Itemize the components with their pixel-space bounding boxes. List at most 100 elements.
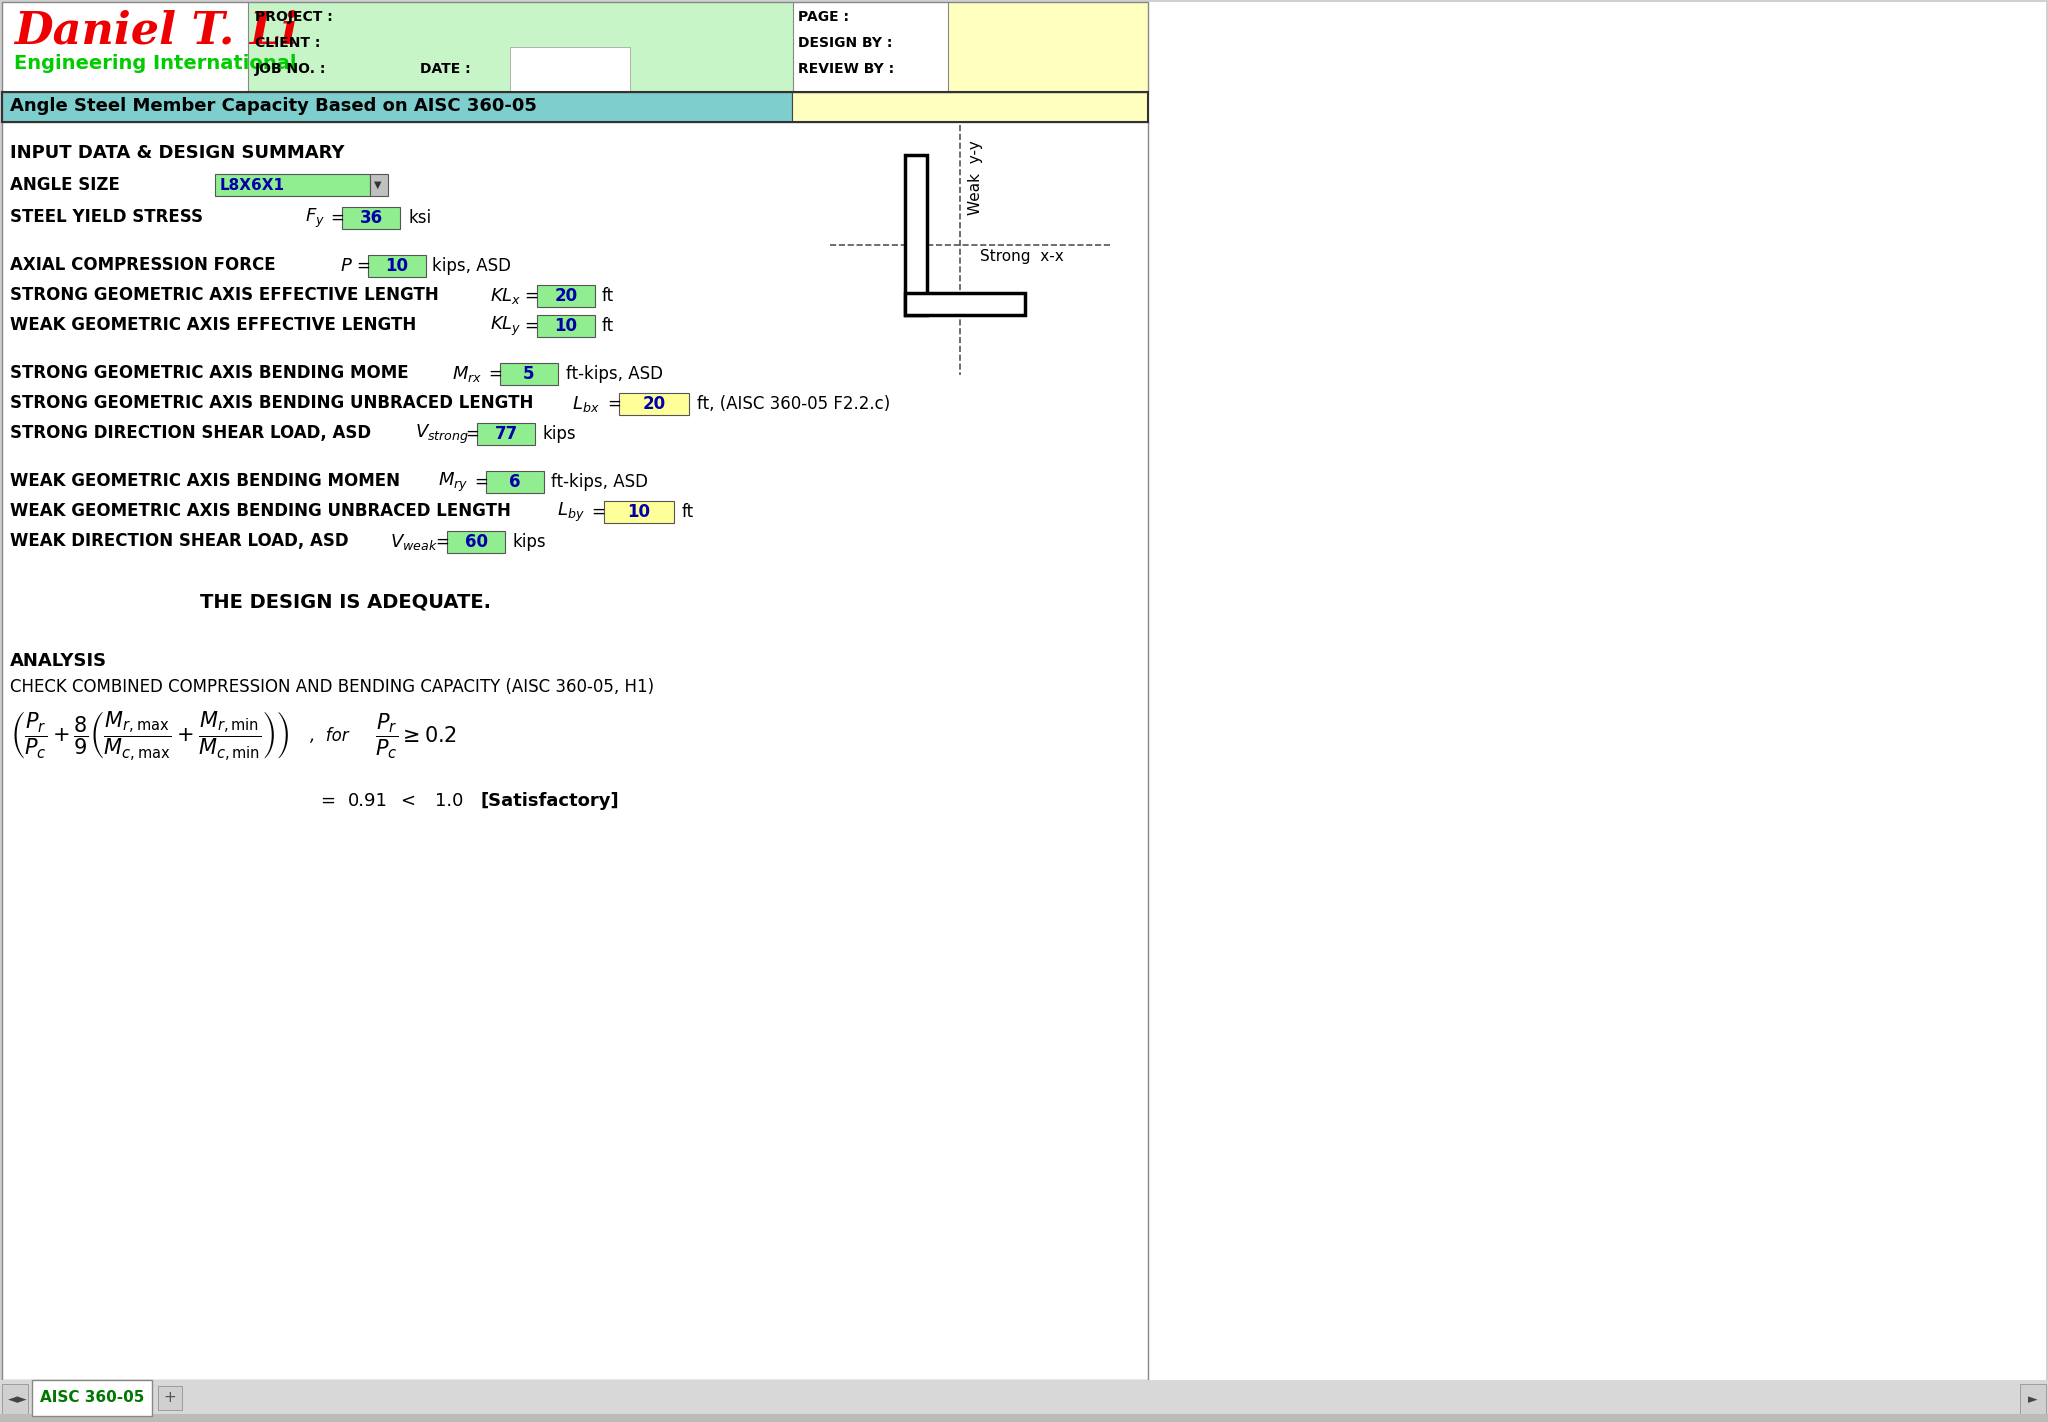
- Text: kips, ASD: kips, ASD: [432, 257, 512, 274]
- Bar: [33, 1379, 152, 1416]
- Bar: [793, 92, 1149, 122]
- Text: STRONG DIRECTION SHEAR LOAD, ASD: STRONG DIRECTION SHEAR LOAD, ASD: [10, 424, 371, 442]
- Text: STRONG GEOMETRIC AXIS BENDING MOME: STRONG GEOMETRIC AXIS BENDING MOME: [10, 364, 410, 383]
- Bar: [537, 316, 596, 337]
- Text: ft, (AISC 360-05 F2.2.c): ft, (AISC 360-05 F2.2.c): [696, 395, 891, 412]
- Text: ►: ►: [16, 1394, 27, 1406]
- Text: ft: ft: [602, 287, 614, 304]
- Bar: [248, 1, 793, 92]
- Text: kips: kips: [543, 425, 575, 444]
- Text: =: =: [434, 533, 449, 550]
- Text: STRONG GEOMETRIC AXIS BENDING UNBRACED LENGTH: STRONG GEOMETRIC AXIS BENDING UNBRACED L…: [10, 394, 532, 412]
- Text: 6: 6: [510, 474, 520, 491]
- Text: =: =: [465, 425, 479, 444]
- Bar: [537, 284, 596, 307]
- Bar: [477, 422, 535, 445]
- Text: $\left(\dfrac{P_r}{P_c}+\dfrac{8}{9}\left(\dfrac{M_{r,\mathrm{max}}}{M_{c,\mathr: $\left(\dfrac{P_r}{P_c}+\dfrac{8}{9}\lef…: [10, 710, 289, 762]
- Bar: [371, 173, 387, 196]
- Text: =: =: [330, 209, 344, 228]
- Text: INPUT DATA & DESIGN SUMMARY: INPUT DATA & DESIGN SUMMARY: [10, 144, 344, 162]
- Text: ft: ft: [682, 503, 694, 520]
- Text: 20: 20: [643, 395, 666, 412]
- Bar: [2, 1384, 29, 1416]
- Text: =: =: [606, 395, 621, 412]
- Bar: [618, 392, 688, 415]
- Bar: [2, 92, 793, 122]
- Text: WEAK GEOMETRIC AXIS BENDING UNBRACED LENGTH: WEAK GEOMETRIC AXIS BENDING UNBRACED LEN…: [10, 502, 510, 520]
- Text: 10: 10: [555, 317, 578, 336]
- Bar: [500, 363, 557, 385]
- Text: STEEL YIELD STRESS: STEEL YIELD STRESS: [10, 208, 203, 226]
- Text: $KL_x$: $KL_x$: [489, 286, 522, 306]
- Text: ANALYSIS: ANALYSIS: [10, 653, 106, 670]
- Bar: [604, 501, 674, 523]
- Text: ►: ►: [2028, 1394, 2038, 1406]
- Text: ▼: ▼: [375, 181, 381, 191]
- Text: L8X6X1: L8X6X1: [219, 178, 285, 192]
- Bar: [369, 255, 426, 277]
- Text: JOB NO. :: JOB NO. :: [256, 63, 326, 75]
- Text: 10: 10: [627, 503, 651, 520]
- Text: $L_{bx}$: $L_{bx}$: [571, 394, 600, 414]
- Text: 0.91: 0.91: [348, 792, 387, 811]
- Bar: [948, 1, 1149, 92]
- Bar: [0, 1379, 2048, 1422]
- Text: $V_{weak}$: $V_{weak}$: [389, 532, 438, 552]
- Bar: [0, 1413, 2048, 1422]
- Text: =: =: [524, 317, 539, 336]
- Text: Strong  x-x: Strong x-x: [981, 249, 1063, 264]
- Text: DATE :: DATE :: [420, 63, 471, 75]
- Text: [Satisfactory]: [Satisfactory]: [479, 792, 618, 811]
- Text: REVIEW BY :: REVIEW BY :: [799, 63, 895, 75]
- Text: Angle Steel Member Capacity Based on AISC 360-05: Angle Steel Member Capacity Based on AIS…: [10, 97, 537, 115]
- Text: ksi: ksi: [408, 209, 432, 228]
- Text: =: =: [356, 257, 371, 274]
- Text: WEAK GEOMETRIC AXIS BENDING MOMEN: WEAK GEOMETRIC AXIS BENDING MOMEN: [10, 472, 399, 491]
- Text: ft: ft: [602, 317, 614, 336]
- Bar: [510, 47, 631, 91]
- Text: $V_{strong}$: $V_{strong}$: [416, 422, 469, 445]
- Text: =: =: [473, 474, 487, 491]
- Text: =: =: [524, 287, 539, 304]
- Text: THE DESIGN IS ADEQUATE.: THE DESIGN IS ADEQUATE.: [201, 592, 492, 611]
- Text: Daniel T. Li: Daniel T. Li: [14, 10, 299, 53]
- Text: DESIGN BY :: DESIGN BY :: [799, 36, 893, 50]
- Text: CLIENT :: CLIENT :: [256, 36, 319, 50]
- Text: kips: kips: [512, 533, 547, 550]
- Bar: [485, 471, 545, 493]
- Text: ◄: ◄: [8, 1394, 18, 1406]
- Bar: [446, 530, 506, 553]
- Bar: [342, 208, 399, 229]
- Text: ,  for: , for: [309, 727, 348, 745]
- Text: Weak  y-y: Weak y-y: [969, 141, 983, 215]
- Text: STRONG GEOMETRIC AXIS EFFECTIVE LENGTH: STRONG GEOMETRIC AXIS EFFECTIVE LENGTH: [10, 286, 438, 304]
- Text: $L_{by}$: $L_{by}$: [557, 501, 584, 523]
- Text: 10: 10: [385, 257, 408, 274]
- Text: Engineering International: Engineering International: [14, 54, 297, 73]
- Text: 1.0: 1.0: [434, 792, 463, 811]
- Bar: [2, 1, 248, 92]
- Text: 5: 5: [522, 365, 535, 383]
- Text: =: =: [319, 792, 336, 811]
- Text: $KL_y$: $KL_y$: [489, 314, 522, 337]
- Text: =: =: [592, 503, 604, 520]
- Text: ANGLE SIZE: ANGLE SIZE: [10, 176, 121, 193]
- Text: $P$: $P$: [340, 257, 352, 274]
- Text: WEAK GEOMETRIC AXIS EFFECTIVE LENGTH: WEAK GEOMETRIC AXIS EFFECTIVE LENGTH: [10, 316, 416, 334]
- Bar: [215, 173, 371, 196]
- Text: $M_{rx}$: $M_{rx}$: [453, 364, 481, 384]
- Text: CHECK COMBINED COMPRESSION AND BENDING CAPACITY (AISC 360-05, H1): CHECK COMBINED COMPRESSION AND BENDING C…: [10, 678, 653, 695]
- Text: 77: 77: [494, 425, 518, 444]
- Text: 36: 36: [360, 209, 383, 228]
- Text: <: <: [399, 792, 416, 811]
- Text: AISC 360-05: AISC 360-05: [39, 1391, 143, 1405]
- Text: $M_{ry}$: $M_{ry}$: [438, 471, 469, 493]
- Text: WEAK DIRECTION SHEAR LOAD, ASD: WEAK DIRECTION SHEAR LOAD, ASD: [10, 532, 348, 550]
- Bar: [2, 122, 1149, 1379]
- Text: 60: 60: [465, 533, 487, 550]
- Text: $F_y$: $F_y$: [305, 206, 326, 229]
- Bar: [2, 1, 1149, 92]
- Text: +: +: [164, 1391, 176, 1405]
- Text: =: =: [487, 365, 502, 383]
- Text: AXIAL COMPRESSION FORCE: AXIAL COMPRESSION FORCE: [10, 256, 276, 274]
